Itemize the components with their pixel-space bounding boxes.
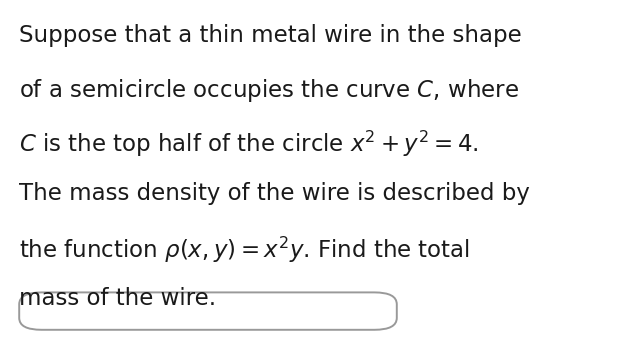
Text: The mass density of the wire is described by: The mass density of the wire is describe… <box>19 182 530 205</box>
Text: of a semicircle occupies the curve $C$, where: of a semicircle occupies the curve $C$, … <box>19 76 519 103</box>
Text: mass of the wire.: mass of the wire. <box>19 287 216 310</box>
Text: Suppose that a thin metal wire in the shape: Suppose that a thin metal wire in the sh… <box>19 24 522 47</box>
Text: the function $\rho(x, y) = x^2y$. Find the total: the function $\rho(x, y) = x^2y$. Find t… <box>19 235 470 265</box>
FancyBboxPatch shape <box>19 292 397 330</box>
Text: $C$ is the top half of the circle $x^2 + y^2 = 4.$: $C$ is the top half of the circle $x^2 +… <box>19 129 479 159</box>
